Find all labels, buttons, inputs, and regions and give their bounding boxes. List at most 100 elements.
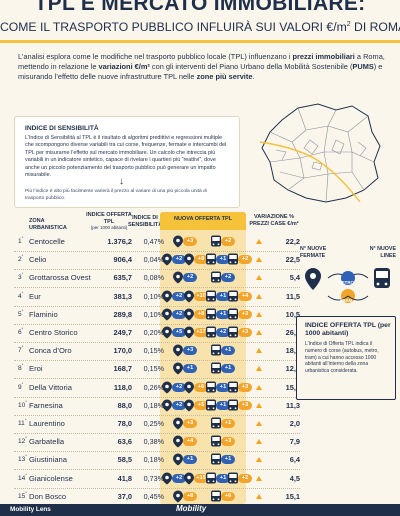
header-divider [0, 40, 400, 43]
new-lines-badge: +2 [221, 273, 235, 283]
bus-icon [210, 435, 224, 449]
rank-suffix: ° [21, 236, 24, 241]
price-variation-value: 10,5 [285, 309, 300, 319]
sensitivity-value: 0,15% [143, 364, 164, 374]
bus-icon [210, 417, 224, 431]
offer-index-value: 381,3 [113, 291, 133, 301]
table-row: 7° Conca d’Oro 170,0 0,15% +3 +1 18,5 [14, 341, 300, 362]
row-separator [14, 469, 300, 471]
new-lines-badge: +2 [238, 473, 252, 483]
sensitivity-title: INDICE DI SENSIBILITÀ [25, 125, 99, 132]
zone-name: Celio [29, 255, 47, 265]
table-row: 9° Della Vittoria 118,0 0,26% +2 +6 +1 +3 15,3 [14, 378, 300, 398]
row-rank: 11° [18, 418, 27, 427]
rank-suffix: ° [24, 418, 27, 423]
row-separator [14, 287, 300, 289]
increase-triangle-icon [256, 475, 262, 481]
new-lines-badge: +3 [238, 400, 252, 410]
row-separator [14, 433, 300, 434]
offer-index-value: 41,8 [117, 473, 132, 483]
row-rank: 15° [18, 491, 27, 500]
row-rank: 1° [18, 236, 23, 245]
offer-index-value: 58,5 [117, 455, 132, 465]
price-variation-value: 11,5 [286, 291, 300, 301]
rank-suffix: ° [25, 472, 27, 478]
offer-index-value: 118,0 [113, 382, 132, 392]
metro-badge [341, 271, 355, 285]
stop-pin-icon [183, 290, 197, 304]
offer-index-value: 63,6 [117, 437, 132, 447]
new-lines-badge: +1 [216, 255, 230, 265]
row-rank: 13° [18, 454, 27, 463]
new-stops-badge: +2 [172, 309, 186, 319]
rank-suffix: ° [21, 363, 24, 369]
sensitivity-value: 0,47% [143, 237, 164, 246]
zone-name: Grottarossa Ovest [29, 273, 91, 283]
new-stops-badge: +3 [183, 346, 197, 356]
row-separator [14, 360, 300, 362]
stop-pin-icon [183, 399, 197, 413]
stop-pin-icon [183, 253, 197, 267]
offer-index-value: 88,0 [117, 400, 132, 410]
stop-pin-icon [161, 326, 175, 340]
row-rank: 8° [18, 363, 23, 372]
rank-number: 1 [18, 238, 22, 246]
stop-pin-icon [161, 308, 175, 322]
offer-info-box: INDICE OFFERTA TPL (per 1000 abitanti) L… [296, 316, 396, 400]
increase-triangle-icon [256, 348, 262, 354]
increase-triangle-icon [256, 402, 262, 408]
legend-stops-label: N° NUOVE FERMATE [300, 246, 327, 259]
header-variation: VARIAZIONE % PREZZI CASE €/m² [249, 214, 299, 227]
row-separator [14, 378, 300, 380]
rank-suffix: ° [21, 290, 24, 296]
new-lines-badge: +1 [221, 419, 235, 428]
table-row: 4° Eur 381,3 0,10% +2 +10 +1 +4 11,5 [14, 287, 300, 307]
table-row: 3° Grottarossa Ovest 635,7 0,08% +2 +2 5,4 [14, 268, 300, 289]
price-variation-value: 15,1 [285, 491, 300, 501]
bus-icon [205, 290, 219, 304]
bus-icon [210, 271, 224, 285]
bus-icon [227, 290, 241, 304]
rank-suffix: ° [21, 345, 24, 351]
new-lines-badge: +2 [221, 237, 235, 246]
bus-icon [205, 381, 219, 395]
new-stops-badge: +2 [172, 400, 186, 410]
zone-name: Conca d’Oro [29, 346, 72, 356]
row-rank: 14° [18, 473, 27, 482]
rank-number: 5 [18, 310, 22, 318]
new-stops-badge: +2 [172, 473, 186, 483]
stop-pin-icon [172, 435, 186, 449]
page-title: TPL E MERCATO IMMOBILIARE: [34, 0, 366, 15]
price-variation-value: 4,5 [289, 473, 300, 483]
new-lines-badge: +1 [221, 455, 235, 465]
legend-metro-label: METRO [338, 280, 354, 285]
increase-triangle-icon [256, 384, 262, 390]
footer-brand: Mobility Lens [10, 506, 51, 513]
sensitivity-value: 0,10% [143, 291, 164, 301]
sensitivity-value: 0,26% [143, 382, 164, 392]
row-separator [14, 451, 300, 453]
new-stops-badge: +2 [183, 273, 197, 283]
zone-name: Della Vittoria [29, 382, 72, 392]
new-stops-badge: +6 [194, 382, 208, 392]
rank-suffix: ° [25, 436, 27, 442]
row-rank: 6° [18, 327, 23, 336]
bus-icon [227, 308, 241, 322]
rank-suffix: ° [25, 399, 27, 405]
zone-name: Don Bosco [29, 491, 67, 501]
bus-icon [227, 253, 241, 267]
footer-logo: Mobility [176, 504, 207, 513]
stop-pin-icon [172, 235, 186, 249]
row-separator [14, 342, 300, 343]
new-stops-badge: +15 [194, 473, 208, 483]
rank-number: 2 [18, 256, 22, 264]
header-zone: ZONA URBANISTICA [29, 218, 67, 231]
zone-name: Farnesina [29, 400, 63, 410]
new-stops-badge: +5 [194, 400, 208, 410]
new-stops-badge: +1 [183, 455, 197, 465]
zone-name: Garbatella [29, 437, 65, 447]
bus-icon [205, 399, 219, 413]
new-lines-badge: +1 [221, 346, 235, 356]
footer: Mobility Lens Mobility [0, 504, 400, 516]
increase-triangle-icon [256, 311, 262, 317]
